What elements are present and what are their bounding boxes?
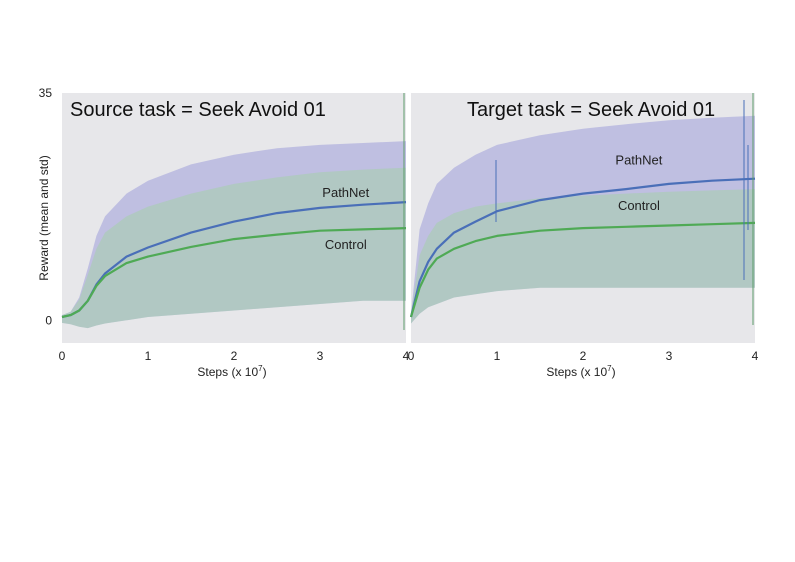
std-band-pathnet-source: [62, 141, 406, 329]
x-tick-label: 0: [408, 349, 415, 363]
panel-source: Source task = Seek Avoid 01 0 1 2 3 4 35 0 St…: [37, 86, 410, 379]
series-label-pathnet: PathNet: [615, 152, 662, 167]
x-tick-label: 2: [231, 349, 238, 363]
bands-target: [411, 115, 755, 324]
series-labels-source: PathNet Control: [322, 185, 369, 252]
mean-line-control-source: [61, 227, 407, 319]
x-tick-label: 1: [145, 349, 152, 363]
x-axis-label-source: Steps (x 107): [197, 364, 266, 379]
x-tick-label: 4: [403, 349, 410, 363]
panel-target: Target task = Seek Avoid 01 0 1 2 3 4 Steps …: [408, 93, 759, 379]
y-tick-label: 0: [45, 313, 52, 327]
x-ticks-source: 0 1 2 3 4: [59, 349, 410, 363]
plot-area-target: [411, 93, 755, 343]
series-label-control: Control: [325, 237, 367, 252]
plot-area-source: [62, 93, 406, 343]
y-ticks-source: 35 0: [39, 86, 53, 327]
series-label-control: Control: [618, 198, 660, 213]
series-labels-target: PathNet Control: [615, 152, 662, 213]
x-ticks-target: 0 1 2 3 4: [408, 349, 759, 363]
x-tick-label: 3: [666, 349, 673, 363]
std-band-pathnet-target: [411, 115, 755, 324]
lines-target: [409, 177, 756, 318]
x-tick-label: 1: [494, 349, 501, 363]
x-axis-exponent-target: 7: [607, 364, 612, 373]
title-target: Target task = Seek Avoid 01: [467, 99, 715, 121]
mean-line-control-target: [409, 221, 756, 318]
y-tick-label: 35: [39, 86, 53, 100]
y-axis-label: Reward (mean and std): [37, 155, 51, 280]
x-tick-label: 4: [752, 349, 759, 363]
x-axis-exponent-source: 7: [258, 364, 263, 373]
std-band-control-target: [411, 189, 755, 324]
x-tick-label: 0: [59, 349, 66, 363]
x-tick-label: 2: [580, 349, 587, 363]
mean-line-pathnet-target: [409, 177, 756, 318]
x-axis-label-target: Steps (x 107): [546, 364, 615, 379]
series-label-pathnet: PathNet: [322, 185, 369, 200]
x-tick-label: 3: [317, 349, 324, 363]
lines-source: [61, 201, 407, 319]
title-source: Source task = Seek Avoid 01: [70, 99, 326, 121]
